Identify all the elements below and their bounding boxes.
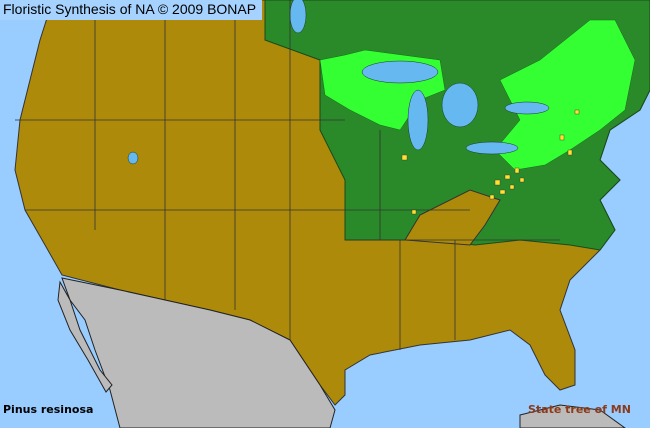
cuba (519, 404, 626, 428)
lake-ontario (504, 101, 550, 115)
lake-winnipeg (289, 0, 307, 34)
rare-occurrence-dots (401, 109, 580, 215)
state-tree-note: State tree of MN (528, 403, 631, 416)
map-title: Floristic Synthesis of NA © 2009 BONAP (0, 0, 262, 20)
mexico-outside-range (61, 277, 336, 428)
lake-superior (361, 60, 439, 84)
lake-michigan (407, 89, 429, 151)
great-salt-lake (127, 151, 139, 165)
baja-california (57, 280, 113, 393)
lake-huron (441, 82, 479, 128)
species-name: Pinus resinosa (3, 403, 94, 416)
kentucky-tennessee-absent (404, 189, 501, 246)
lakes (127, 0, 550, 165)
lake-erie (465, 141, 519, 155)
state-borders (15, 0, 560, 350)
